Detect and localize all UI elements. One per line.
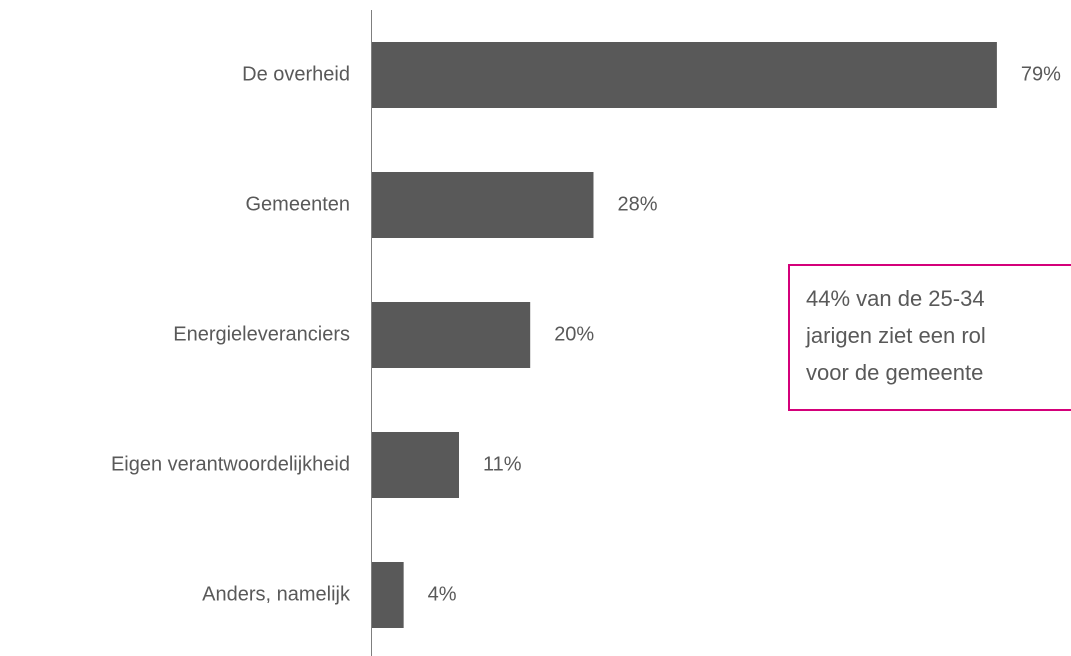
category-label: De overheid bbox=[242, 63, 350, 85]
category-label: Gemeenten bbox=[245, 193, 350, 215]
category-label: Anders, namelijk bbox=[202, 583, 351, 605]
bar bbox=[372, 562, 404, 628]
bar bbox=[372, 42, 997, 108]
annotation-text: voor de gemeente bbox=[806, 360, 983, 385]
annotation-box bbox=[788, 264, 1071, 411]
bar bbox=[372, 172, 594, 238]
bar bbox=[372, 302, 531, 368]
category-label: Eigen verantwoordelijkheid bbox=[111, 453, 350, 475]
annotation-text: 44% van de 25-34 bbox=[806, 286, 985, 311]
value-label: 4% bbox=[428, 583, 457, 605]
value-label: 28% bbox=[617, 193, 657, 215]
value-label: 20% bbox=[554, 323, 594, 345]
category-label: Energieleveranciers bbox=[173, 323, 350, 345]
value-label: 11% bbox=[483, 453, 522, 475]
bar bbox=[372, 432, 460, 498]
annotation-text: jarigen ziet een rol bbox=[805, 323, 986, 348]
value-label: 79% bbox=[1021, 63, 1061, 85]
